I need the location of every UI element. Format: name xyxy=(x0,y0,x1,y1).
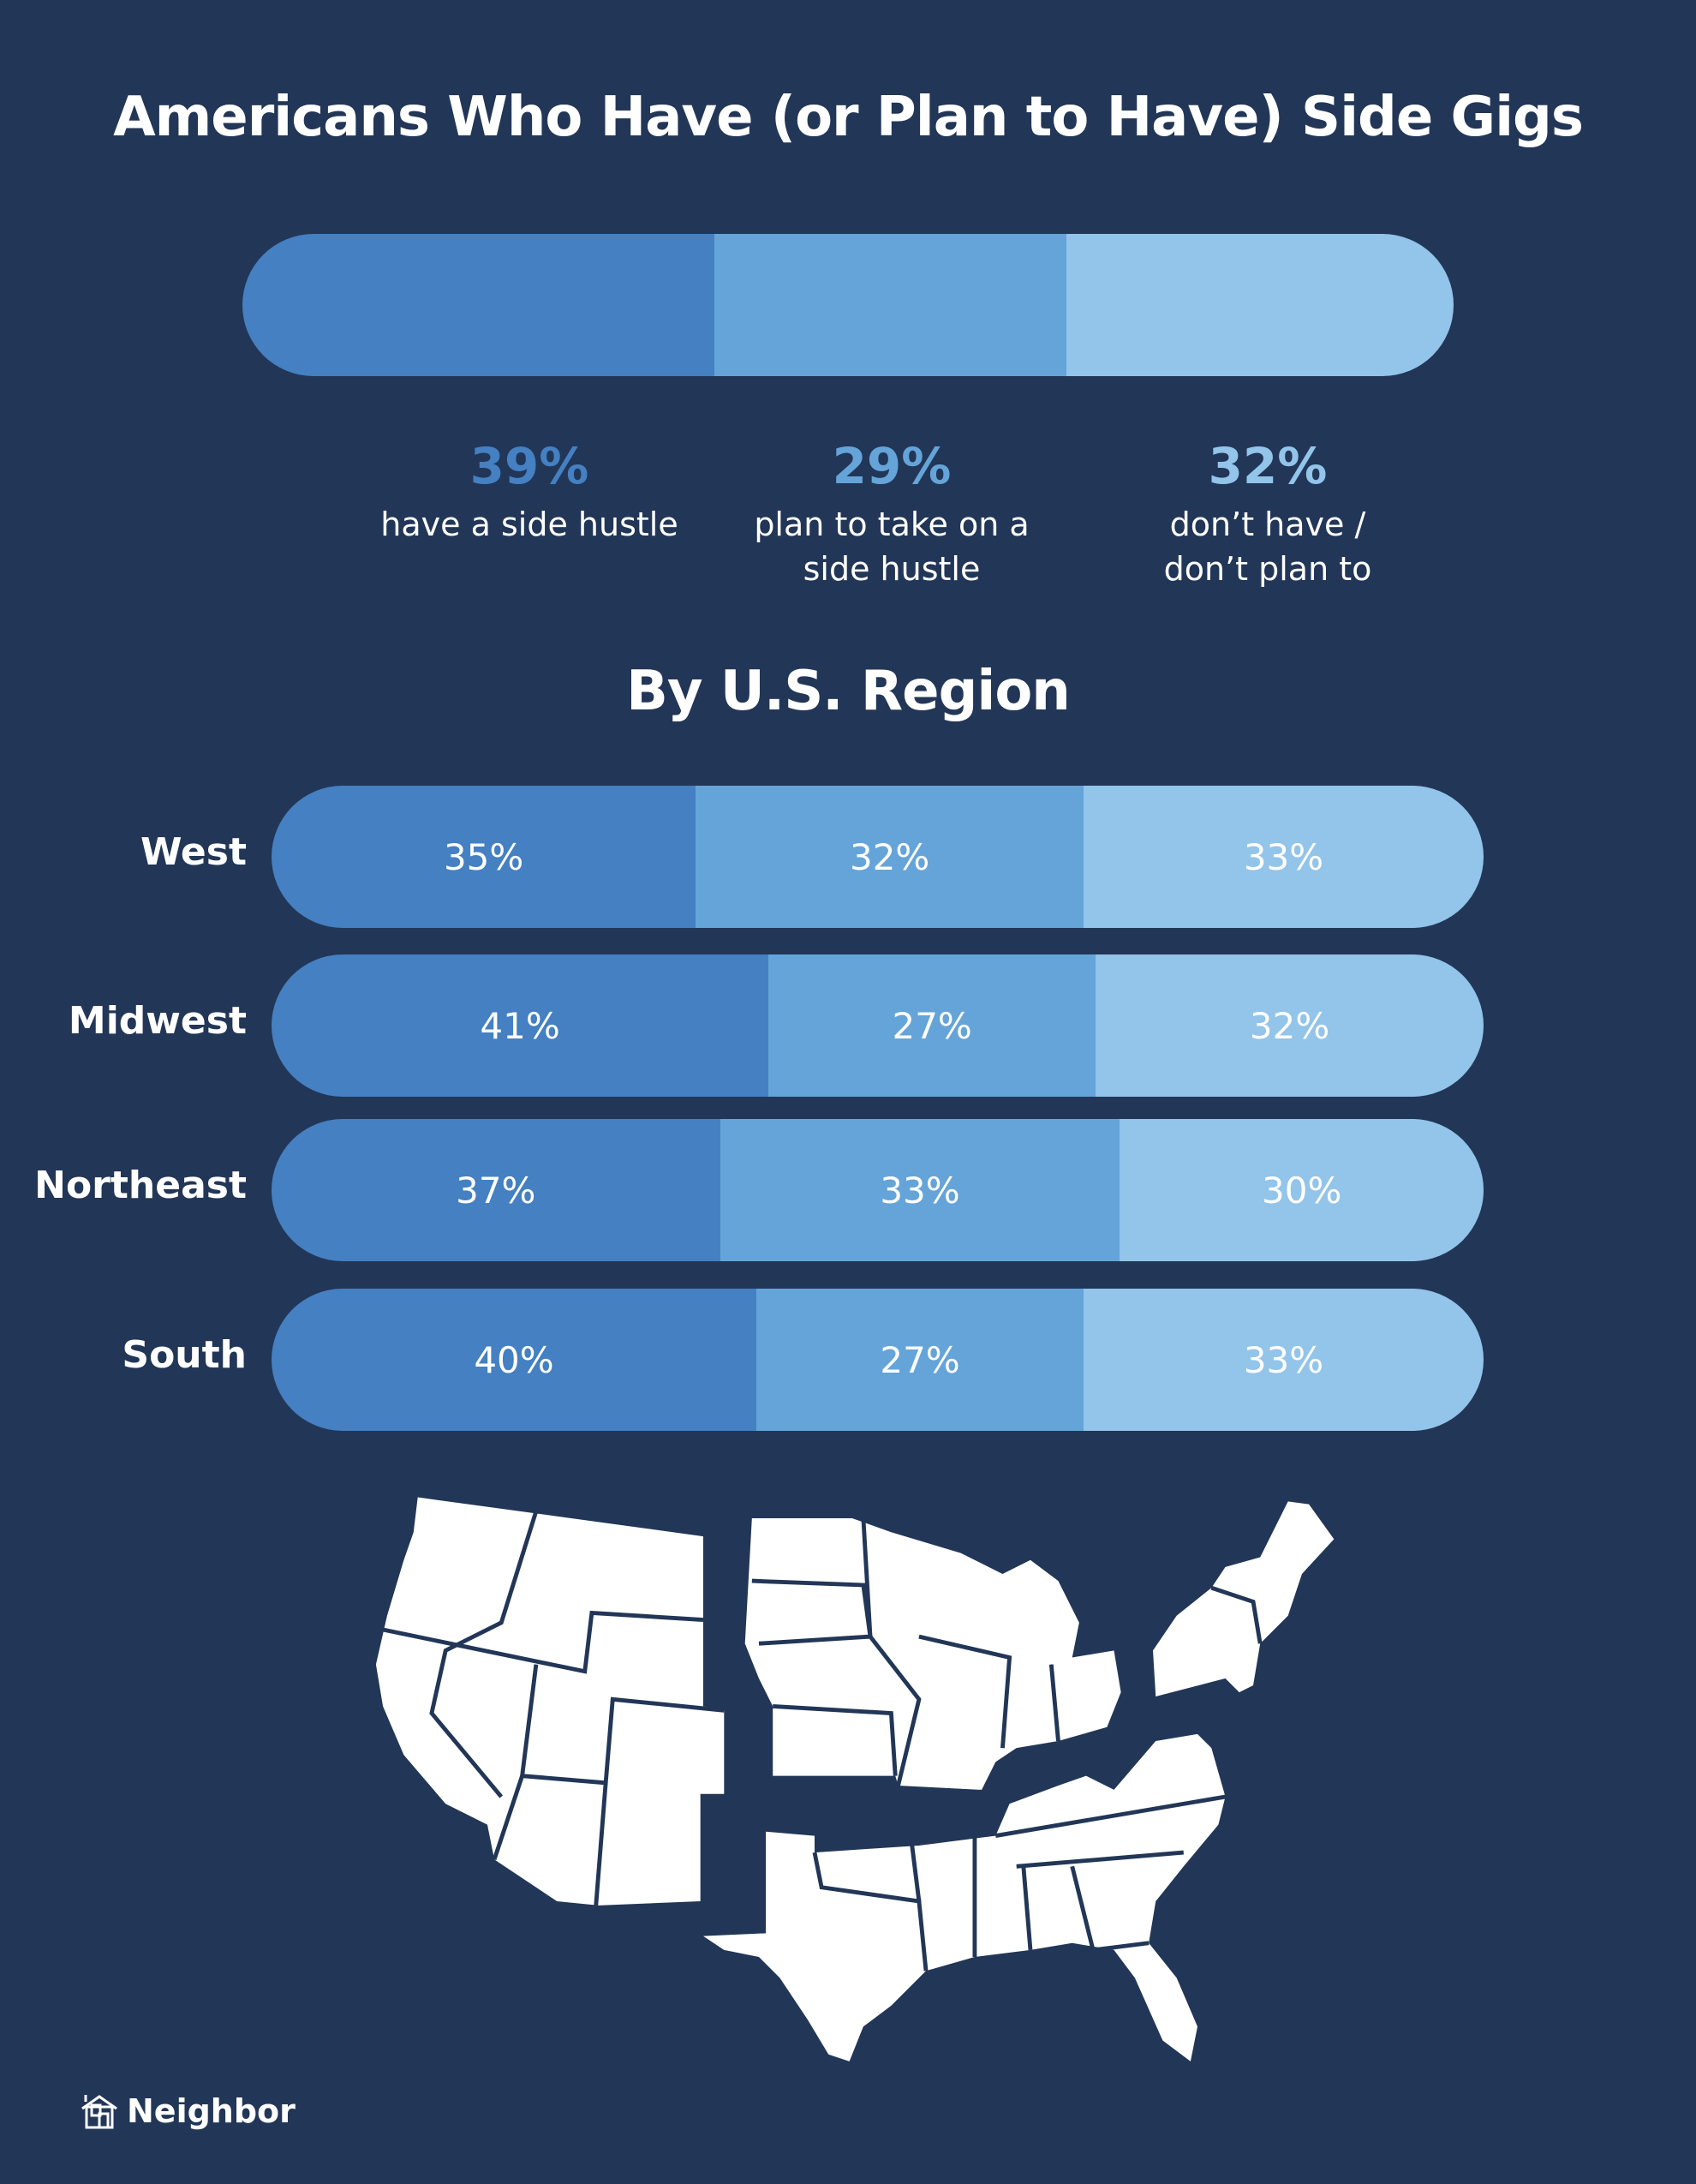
region-bar-segment: 33% xyxy=(1084,1289,1484,1431)
legend-percent: 32% xyxy=(1208,437,1328,495)
state-borders xyxy=(382,1511,1263,1972)
legend-percent: 29% xyxy=(832,437,952,495)
map-region-midwest xyxy=(744,1517,1121,1790)
house-icon xyxy=(81,2095,117,2129)
overall-bar-segment xyxy=(714,234,1066,376)
segment-value-label: 33% xyxy=(1243,1338,1324,1381)
overall-bar-segment xyxy=(1066,234,1454,376)
region-bar-segment: 32% xyxy=(1096,954,1484,1097)
legend-description: don’t have / don’t plan to xyxy=(1088,502,1448,591)
region-bar-segment: 33% xyxy=(720,1119,1120,1261)
region-bar-midwest: 41% 27% 32% xyxy=(272,954,1484,1097)
region-bar-segment: 27% xyxy=(756,1289,1084,1431)
legend-description-line: plan to take on a xyxy=(754,506,1030,543)
brand-logo: Neighbor xyxy=(81,2092,296,2130)
segment-value-label: 33% xyxy=(1243,835,1324,878)
segment-value-label: 30% xyxy=(1262,1169,1342,1212)
overall-bar-segment xyxy=(242,234,715,376)
segment-value-label: 27% xyxy=(880,1338,960,1381)
legend-description: plan to take on a side hustle xyxy=(712,502,1072,591)
region-bar-northeast: 37% 33% 30% xyxy=(272,1119,1484,1261)
segment-value-label: 32% xyxy=(1249,1004,1330,1047)
legend-description-line: have a side hustle xyxy=(380,506,678,543)
region-section-title: By U.S. Region xyxy=(626,660,1071,723)
region-bar-segment: 33% xyxy=(1084,786,1484,928)
legend-description: have a side hustle xyxy=(349,502,709,547)
segment-value-label: 27% xyxy=(892,1004,972,1047)
region-bar-segment: 32% xyxy=(696,786,1084,928)
region-bar-south: 40% 27% 33% xyxy=(272,1289,1484,1431)
map-region-south xyxy=(702,1733,1226,2061)
legend-item: 29% plan to take on a side hustle xyxy=(712,437,1072,591)
legend-percent: 39% xyxy=(469,437,589,495)
region-label: Midwest xyxy=(68,999,247,1043)
region-bar-west: 35% 32% 33% xyxy=(272,786,1484,928)
region-bar-segment: 27% xyxy=(768,954,1096,1097)
legend-description-line: side hustle xyxy=(803,550,981,588)
chart-title: Americans Who Have (or Plan to Have) Sid… xyxy=(113,86,1584,149)
legend-description-line: don’t have / xyxy=(1169,506,1366,543)
region-bar-segment: 41% xyxy=(272,954,769,1097)
segment-value-label: 35% xyxy=(443,835,524,878)
region-bar-segment: 37% xyxy=(272,1119,720,1261)
brand-name: Neighbor xyxy=(127,2092,296,2130)
map-region-west xyxy=(375,1497,725,1906)
overall-stacked-bar xyxy=(242,234,1454,376)
legend-description-line: don’t plan to xyxy=(1163,550,1372,588)
region-label: Northeast xyxy=(34,1164,247,1207)
region-bar-segment: 40% xyxy=(272,1289,756,1431)
segment-value-label: 40% xyxy=(474,1338,554,1381)
legend-item: 39% have a side hustle xyxy=(349,437,709,547)
region-bar-segment: 35% xyxy=(272,786,696,928)
segment-value-label: 37% xyxy=(456,1169,536,1212)
segment-value-label: 33% xyxy=(880,1169,960,1212)
legend-item: 32% don’t have / don’t plan to xyxy=(1088,437,1448,591)
segment-value-label: 41% xyxy=(480,1004,560,1047)
segment-value-label: 32% xyxy=(849,835,930,878)
region-label: West xyxy=(140,830,247,874)
region-bar-segment: 30% xyxy=(1120,1119,1484,1261)
region-label: South xyxy=(122,1333,247,1377)
